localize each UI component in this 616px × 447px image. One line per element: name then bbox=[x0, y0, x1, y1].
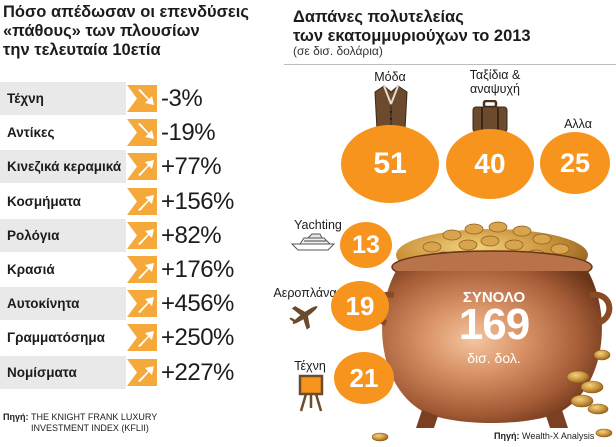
row-category: Αντίκες bbox=[7, 125, 55, 141]
total-label: ΣΥΝΟΛΟ bbox=[462, 289, 526, 306]
easel-icon bbox=[298, 374, 324, 412]
arrow-down-icon bbox=[127, 119, 157, 147]
row-return-value: +156% bbox=[161, 187, 234, 215]
row-return-value: -19% bbox=[161, 119, 216, 147]
row-return-value: +77% bbox=[161, 153, 222, 181]
row-category: Ρολόγια bbox=[0, 218, 126, 252]
table-row: Ρολόγια +82% bbox=[0, 218, 262, 252]
row-category: Νομίσματα bbox=[0, 355, 126, 389]
row-category: Τέχνη bbox=[0, 82, 126, 115]
arrow-up-icon bbox=[127, 290, 157, 318]
row-return-value: +456% bbox=[161, 290, 234, 318]
bubble-art-value: 21 bbox=[349, 363, 379, 393]
arrow-up-icon bbox=[127, 358, 157, 386]
bubble-yachting: 13 bbox=[340, 222, 392, 268]
label-fashion: Μόδα bbox=[374, 70, 406, 84]
left-source: Πηγή: THE KNIGHT FRANK LUXURY INVESTMENT… bbox=[3, 412, 263, 434]
arrow-up-icon bbox=[127, 187, 157, 215]
arrow-up-icon bbox=[127, 153, 157, 181]
total-value: 169 bbox=[458, 300, 530, 349]
table-row: Κοσμήματα +156% bbox=[0, 185, 262, 218]
row-return-value: -3% bbox=[161, 85, 203, 112]
bubble-fashion: 51 bbox=[341, 125, 439, 203]
table-row: Κινεζικά κεραμικά +77% bbox=[0, 150, 262, 184]
right-source-text: Wealth-X Analysis bbox=[522, 431, 595, 441]
arrow-up-icon bbox=[127, 256, 157, 283]
table-row: Γραμματόσημα +250% bbox=[0, 321, 262, 354]
row-return-value: +250% bbox=[161, 324, 234, 352]
suitcase-icon bbox=[472, 100, 508, 133]
right-title-line-1: Δαπάνες πολυτελείας bbox=[293, 8, 464, 26]
table-row: Τέχνη -3% bbox=[0, 82, 262, 115]
left-title-line-3: την τελευταία 10ετία bbox=[3, 41, 161, 59]
row-category: Γραμματόσημα bbox=[7, 330, 105, 346]
left-chart-title: Πόσο απέδωσαν οι επενδύσεις «πάθους» των… bbox=[3, 3, 273, 60]
bubble-yachting-value: 13 bbox=[352, 231, 380, 259]
label-yachting: Yachting bbox=[294, 218, 342, 232]
arrow-down-icon bbox=[127, 85, 157, 112]
right-title-line-2: των εκατομμυριούχων το 2013 bbox=[293, 27, 531, 45]
left-source-label: Πηγή: bbox=[3, 412, 29, 422]
bubble-other-value: 25 bbox=[559, 148, 591, 178]
label-travel-text: Ταξίδια & αναψυχή bbox=[469, 68, 521, 96]
bubble-travel-value: 40 bbox=[474, 148, 506, 179]
bubble-travel: 40 bbox=[446, 129, 534, 199]
left-title-line-1: Πόσο απέδωσαν οι επενδύσεις bbox=[3, 3, 249, 21]
label-airplanes: Αεροπλάνα bbox=[273, 286, 337, 300]
right-chart-subtitle: (σε δισ. δολάρια) bbox=[293, 44, 383, 58]
yacht-icon bbox=[290, 233, 336, 251]
row-category: Κρασιά bbox=[7, 262, 55, 277]
left-title-line-2: «πάθους» των πλουσίων bbox=[3, 22, 200, 40]
row-category: Αυτοκίνητα bbox=[0, 287, 126, 321]
row-return-value: +227% bbox=[161, 358, 234, 386]
label-art: Τέχνη bbox=[294, 359, 326, 373]
airplane-icon bbox=[289, 306, 318, 330]
row-category: Κινεζικά κεραμικά bbox=[0, 150, 126, 184]
total-unit: δισ. δολ. bbox=[467, 350, 521, 366]
divider bbox=[284, 64, 616, 65]
jacket-icon bbox=[374, 85, 408, 131]
row-return-value: +176% bbox=[161, 256, 234, 283]
bubble-airplanes-value: 19 bbox=[345, 291, 375, 321]
arrow-up-icon bbox=[127, 221, 157, 249]
bubble-fashion-value: 51 bbox=[373, 147, 407, 180]
table-row: Νομίσματα +227% bbox=[0, 355, 262, 389]
bubble-airplanes: 19 bbox=[331, 281, 389, 331]
bubble-other: 25 bbox=[540, 132, 610, 194]
bubble-art: 21 bbox=[334, 352, 394, 404]
table-row: Αυτοκίνητα +456% bbox=[0, 287, 262, 321]
left-source-line-1: THE KNIGHT FRANK LUXURY bbox=[31, 412, 158, 422]
right-source-label: Πηγή: bbox=[494, 431, 520, 441]
label-other: Αλλα bbox=[564, 117, 592, 131]
row-category: Κοσμήματα bbox=[7, 193, 81, 209]
left-source-line-2: INVESTMENT INDEX (KFLII) bbox=[31, 423, 149, 433]
right-source: Πηγή: Wealth-X Analysis bbox=[494, 431, 594, 441]
label-travel: Ταξίδια & αναψυχή bbox=[460, 68, 530, 96]
arrow-up-icon bbox=[127, 324, 157, 352]
row-return-value: +82% bbox=[161, 221, 222, 249]
right-chart-title: Δαπάνες πολυτελείας των εκατομμυριούχων … bbox=[293, 8, 613, 46]
table-row: Αντίκες -19% bbox=[0, 116, 262, 149]
table-row: Κρασιά +176% bbox=[0, 253, 262, 286]
